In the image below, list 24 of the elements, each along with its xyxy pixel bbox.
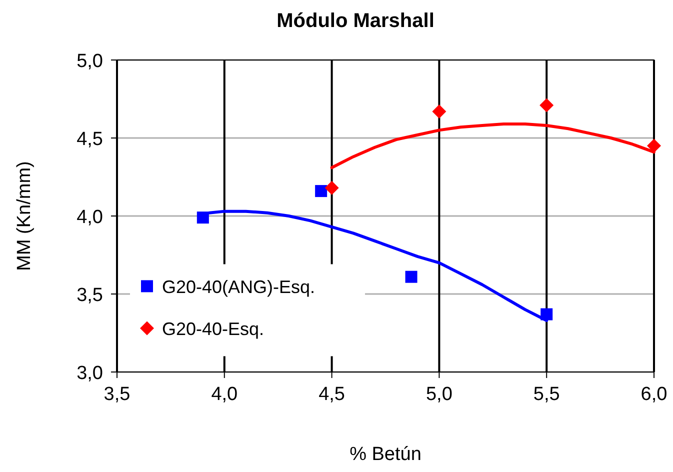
point: [540, 308, 553, 320]
x-tick-label: 4,0: [211, 384, 238, 405]
point: [324, 180, 339, 195]
x-tick-label: 6,0: [640, 384, 668, 405]
point: [315, 185, 328, 198]
legend-label: G20-40(ANG)-Esq.: [162, 277, 316, 298]
y-tick-label: 3,5: [76, 285, 103, 306]
point: [432, 104, 446, 118]
x-tick-label: 5,5: [533, 384, 560, 405]
point: [405, 270, 418, 283]
chart-title: Módulo Marshall: [276, 10, 434, 32]
y-tick-label: 4,5: [76, 129, 103, 150]
y-tick-label: 3,0: [76, 363, 103, 384]
point: [196, 212, 209, 224]
x-tick-label: 5,0: [426, 384, 452, 405]
point: [647, 138, 661, 153]
y-tick-label: 5,0: [76, 51, 103, 72]
x-tick-label: 3,5: [104, 384, 130, 405]
x-tick-label: 4,5: [318, 384, 346, 405]
legend-label: G20-40-Esq.: [162, 319, 264, 340]
y-tick-label: 4,0: [76, 207, 103, 228]
y-axis-title: MM (Kn/mm): [14, 161, 35, 271]
x-axis-title: % Betún: [350, 444, 422, 465]
point: [540, 98, 554, 112]
